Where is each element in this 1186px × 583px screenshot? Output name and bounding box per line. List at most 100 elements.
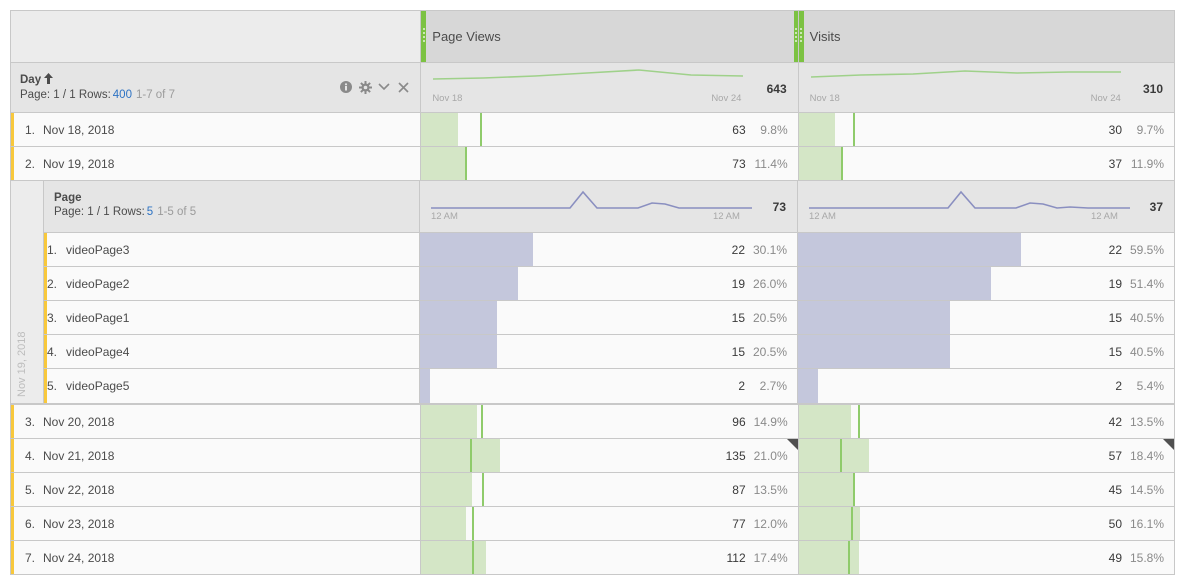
table-row[interactable]: 6. Nov 23, 2018 77 12.0% 50 16.1% [11, 507, 1174, 541]
page-views-cell[interactable]: 112 17.4% [421, 541, 797, 574]
dimension-cell[interactable]: 4. videoPage4 [44, 335, 420, 368]
visits-cell[interactable]: 45 14.5% [797, 473, 1174, 506]
visits-cell[interactable]: 15 40.5% [797, 301, 1174, 334]
page-views-summary: 12 AM 12 AM 73 [420, 181, 797, 232]
table-row[interactable]: 1. Nov 18, 2018 63 9.8% 30 9.7% [11, 113, 1174, 147]
arrow-up-icon[interactable] [44, 73, 54, 87]
dimension-label[interactable]: Nov 20, 2018 [43, 414, 115, 429]
drag-handle-icon[interactable] [798, 11, 804, 62]
dimension-cell[interactable]: 1. Nov 18, 2018 [11, 113, 422, 146]
page-views-cell[interactable]: 2 2.7% [420, 369, 797, 403]
chevron-down-icon[interactable] [377, 80, 391, 94]
visits-cell[interactable]: 57 18.4% [797, 439, 1175, 472]
dimension-label[interactable]: Nov 21, 2018 [43, 448, 115, 463]
visits-cell[interactable]: 2 5.4% [797, 369, 1174, 403]
close-icon[interactable] [396, 80, 410, 94]
page-dimension-header: Page Page: 1 / 1 Rows: 5 1-5 of 5 [44, 181, 420, 232]
visits-cell[interactable]: 15 40.5% [797, 335, 1174, 368]
metric-bar [420, 369, 430, 403]
page-views-cell[interactable]: 96 14.9% [421, 405, 797, 438]
table-row[interactable]: 1. videoPage3 22 30.1% 22 59.5% [44, 233, 1174, 267]
sparkline-chart [433, 69, 744, 80]
table-row[interactable]: 4. Nov 21, 2018 135 21.0% 57 18.4% [11, 439, 1175, 473]
dimension-cell[interactable]: 5. videoPage5 [44, 369, 420, 403]
visits-cell[interactable]: 42 13.5% [797, 405, 1174, 438]
visits-cell[interactable]: 37 11.9% [797, 147, 1174, 180]
gear-icon[interactable] [358, 80, 372, 94]
column-header-visits[interactable]: Visits [797, 11, 1174, 62]
anomaly-indicator-icon[interactable] [1163, 439, 1175, 450]
sparkline-end-label: Nov 24 [711, 93, 742, 104]
metric-bar [798, 541, 859, 574]
dimension-cell[interactable]: 7. Nov 24, 2018 [11, 541, 422, 574]
dimension-label[interactable]: videoPage5 [66, 379, 130, 393]
dimension-label[interactable]: Nov 19, 2018 [43, 156, 115, 171]
row-accent [11, 147, 14, 180]
drag-handle-icon[interactable] [421, 11, 427, 62]
sparkline-chart [809, 190, 1130, 209]
table-row[interactable]: 4. videoPage4 15 20.5% 15 40.5% [44, 335, 1174, 369]
dimension-cell[interactable]: 2. videoPage2 [44, 267, 420, 300]
row-accent [11, 541, 14, 574]
metric-bar [420, 301, 497, 334]
column-label: Page Views [432, 29, 501, 44]
column-header-page-views[interactable]: Page Views [421, 11, 799, 62]
metric-bar [798, 233, 1021, 266]
dimension-cell[interactable]: 1. videoPage3 [44, 233, 420, 266]
table-row[interactable]: 2. videoPage2 19 26.0% 19 51.4% [44, 267, 1174, 301]
comparison-marker [852, 113, 855, 146]
dimension-cell[interactable]: 3. videoPage1 [44, 301, 420, 334]
anomaly-indicator-icon[interactable] [786, 439, 798, 450]
metric-bar [798, 405, 851, 438]
dimension-title[interactable]: Page [54, 192, 82, 204]
page-views-cell[interactable]: 135 21.0% [421, 439, 798, 472]
table-row[interactable]: 2. Nov 19, 2018 73 11.4% 37 11.9% [11, 147, 1174, 181]
rows-per-page-link[interactable]: 400 [112, 89, 132, 101]
dimension-cell[interactable]: 6. Nov 23, 2018 [11, 507, 422, 540]
dimension-label[interactable]: Nov 22, 2018 [43, 482, 115, 497]
page-views-cell[interactable]: 15 20.5% [420, 301, 797, 334]
rows-per-page-link[interactable]: 5 [146, 206, 154, 218]
page-views-cell[interactable]: 19 26.0% [420, 267, 797, 300]
dimension-label[interactable]: Nov 18, 2018 [43, 122, 115, 137]
table-row[interactable]: 5. videoPage5 2 2.7% 2 5.4% [44, 369, 1174, 403]
page-views-cell[interactable]: 15 20.5% [420, 335, 797, 368]
dimension-title[interactable]: Day [20, 74, 42, 86]
page-views-cell[interactable]: 87 13.5% [421, 473, 797, 506]
info-icon[interactable] [339, 80, 353, 94]
metric-bar [421, 507, 467, 540]
metric-bar [421, 405, 478, 438]
dimension-label[interactable]: videoPage2 [66, 276, 130, 291]
page-views-cell[interactable]: 73 11.4% [421, 147, 797, 180]
comparison-marker [857, 405, 860, 438]
visits-cell[interactable]: 30 9.7% [797, 113, 1174, 146]
metric-bar [421, 473, 473, 506]
dimension-label[interactable]: Nov 23, 2018 [43, 516, 115, 531]
drag-handle-icon[interactable] [793, 11, 799, 62]
table-row[interactable]: 5. Nov 22, 2018 87 13.5% 45 14.5% [11, 473, 1174, 507]
dimension-label[interactable]: videoPage1 [66, 310, 130, 325]
visits-cell[interactable]: 22 59.5% [797, 233, 1174, 266]
dimension-cell[interactable]: 4. Nov 21, 2018 [11, 439, 422, 472]
comparison-marker [470, 439, 473, 472]
page-views-cell[interactable]: 63 9.8% [421, 113, 797, 146]
page-views-cell[interactable]: 22 30.1% [420, 233, 797, 266]
table-row[interactable]: 7. Nov 24, 2018 112 17.4% 49 15.8% [11, 541, 1174, 575]
dimension-cell[interactable]: 2. Nov 19, 2018 [11, 147, 422, 180]
page-views-cell[interactable]: 77 12.0% [421, 507, 797, 540]
visits-cell[interactable]: 49 15.8% [797, 541, 1174, 574]
row-accent [11, 439, 14, 472]
dimension-label[interactable]: videoPage4 [66, 344, 130, 359]
row-range: 1-7 of 7 [135, 89, 175, 101]
visits-cell[interactable]: 50 16.1% [797, 507, 1174, 540]
dimension-label[interactable]: videoPage3 [66, 242, 130, 257]
dimension-cell[interactable]: 5. Nov 22, 2018 [11, 473, 422, 506]
dimension-cell[interactable]: 3. Nov 20, 2018 [11, 405, 422, 438]
table-row[interactable]: 3. Nov 20, 2018 96 14.9% 42 13.5% [11, 405, 1174, 439]
dimension-label[interactable]: Nov 24, 2018 [43, 550, 115, 565]
visits-cell[interactable]: 19 51.4% [797, 267, 1174, 300]
breakdown-section: Nov 19, 2018 Page Page: 1 / 1 Rows: 5 1-5 … [11, 181, 1174, 405]
comparison-marker [481, 405, 484, 438]
table-row[interactable]: 3. videoPage1 15 20.5% 15 40.5% [44, 301, 1174, 335]
column-total: 310 [1142, 82, 1163, 96]
